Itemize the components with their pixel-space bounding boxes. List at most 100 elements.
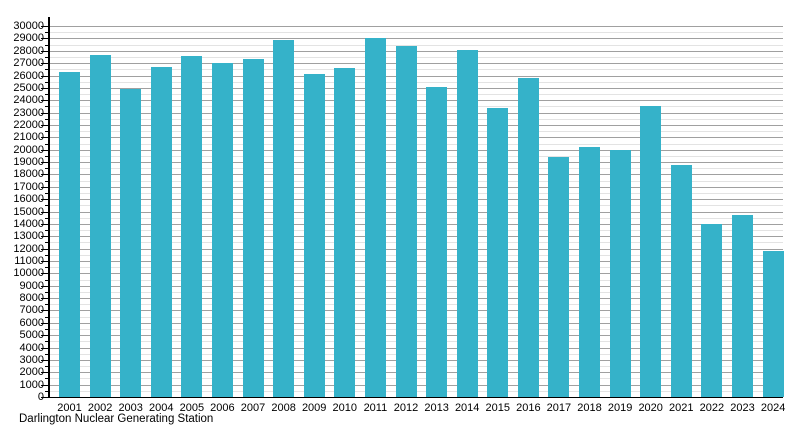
bar-2007 [242,59,264,397]
y-minor-tick-mark [45,329,49,330]
x-axis-line [48,396,783,399]
bar-2020 [640,105,662,397]
y-tick-label-21000: 21000 [13,131,44,144]
y-tick-mark [41,273,49,275]
y-minor-tick-mark [45,341,49,343]
y-tick-label-9000: 9000 [19,279,44,292]
y-minor-tick-mark [45,230,49,232]
bar-2014 [456,50,478,397]
y-tick-label-11000: 11000 [14,255,44,267]
x-tick-label-2015: 2015 [485,402,511,414]
y-tick-mark [41,162,49,163]
y-tick-label-6000: 6000 [19,316,44,329]
y-tick-mark [41,112,49,114]
y-tick-mark [41,384,49,386]
bar-2003 [120,88,142,397]
y-tick-label-27000: 27000 [13,57,44,70]
y-tick-mark [41,38,49,40]
y-minor-tick-mark [45,267,49,269]
y-tick-mark [41,50,49,52]
y-tick-mark [41,248,49,250]
y-minor-tick-mark [45,44,49,46]
x-tick-label-2014: 2014 [454,402,480,414]
y-minor-tick-mark [45,390,49,392]
y-tick-mark [41,137,49,139]
y-minor-tick-mark [45,155,49,157]
bar-2017 [548,157,570,397]
y-tick-mark [41,335,49,337]
y-tick-label-5000: 5000 [19,329,44,342]
y-tick-label-15000: 15000 [13,205,44,218]
y-tick-mark [41,174,49,176]
y-minor-tick-mark [45,94,49,95]
y-tick-mark [41,63,49,65]
y-tick-mark [41,298,49,300]
y-minor-tick-mark [45,353,49,355]
bar-2001 [59,72,80,397]
y-tick-label-25000: 25000 [13,81,44,94]
y-minor-tick-mark [45,193,49,194]
x-tick-label-2023: 2023 [730,402,755,414]
y-tick-mark [41,87,49,89]
x-tick-label-2024: 2024 [760,402,786,414]
y-minor-tick-mark [45,56,49,58]
bar-2021 [670,164,692,397]
bar-2022 [701,223,723,397]
y-tick-label-26000: 26000 [13,69,44,82]
y-tick-label-24000: 24000 [13,94,44,107]
bar-2006 [211,63,233,397]
bar-2004 [150,67,172,397]
x-tick-label-2007: 2007 [240,402,266,414]
y-minor-tick-mark [45,131,49,133]
y-tick-label-7000: 7000 [19,304,44,317]
bar-2013 [426,86,448,397]
y-tick-label-8000: 8000 [19,292,44,305]
y-minor-tick-mark [45,143,49,145]
y-tick-label-20000: 20000 [13,143,44,156]
x-tick-label-2012: 2012 [393,402,419,414]
y-minor-tick-mark [45,168,49,170]
y-tick-label-19000: 19000 [13,156,44,168]
y-minor-tick-mark [45,180,49,182]
bar-2016 [517,77,539,397]
x-tick-label-2018: 2018 [577,402,602,414]
x-tick-label-2003: 2003 [118,402,143,414]
y-minor-tick-mark [45,205,49,207]
y-minor-tick-mark [45,69,49,71]
x-tick-label-2011: 2011 [363,402,388,414]
bar-2023 [732,215,753,397]
y-tick-label-2000: 2000 [19,366,44,379]
bar-2024 [762,251,784,397]
y-tick-mark [41,347,49,349]
y-tick-label-12000: 12000 [13,242,44,255]
y-tick-label-29000: 29000 [13,32,44,45]
y-minor-tick-mark [45,378,49,380]
x-tick-label-2022: 2022 [699,402,725,414]
y-tick-label-22000: 22000 [13,118,44,131]
gridline-minor [49,44,783,46]
y-tick-mark [41,211,49,213]
bar-2008 [273,39,295,397]
y-minor-tick-mark [45,366,49,368]
y-tick-mark [41,75,49,77]
y-tick-label-30000: 30000 [13,20,44,32]
y-tick-mark [41,236,49,238]
y-tick-mark [41,322,49,324]
y-tick-label-4000: 4000 [19,341,44,354]
x-tick-label-2017: 2017 [546,402,572,414]
x-tick-label-2010: 2010 [332,402,358,414]
x-tick-label-2013: 2013 [424,402,449,414]
x-tick-label-2005: 2005 [179,402,205,414]
y-minor-tick-mark [45,81,49,83]
y-tick-label-28000: 28000 [13,44,44,57]
y-minor-tick-mark [45,316,49,318]
gridline-major [49,38,783,40]
x-tick-label-2008: 2008 [271,402,296,414]
bar-2002 [89,55,111,397]
y-minor-tick-mark [45,279,49,281]
y-minor-tick-mark [45,118,49,120]
y-tick-label-23000: 23000 [13,106,44,119]
y-tick-mark [41,285,49,287]
y-tick-label-17000: 17000 [13,180,44,193]
y-tick-label-18000: 18000 [13,168,44,181]
